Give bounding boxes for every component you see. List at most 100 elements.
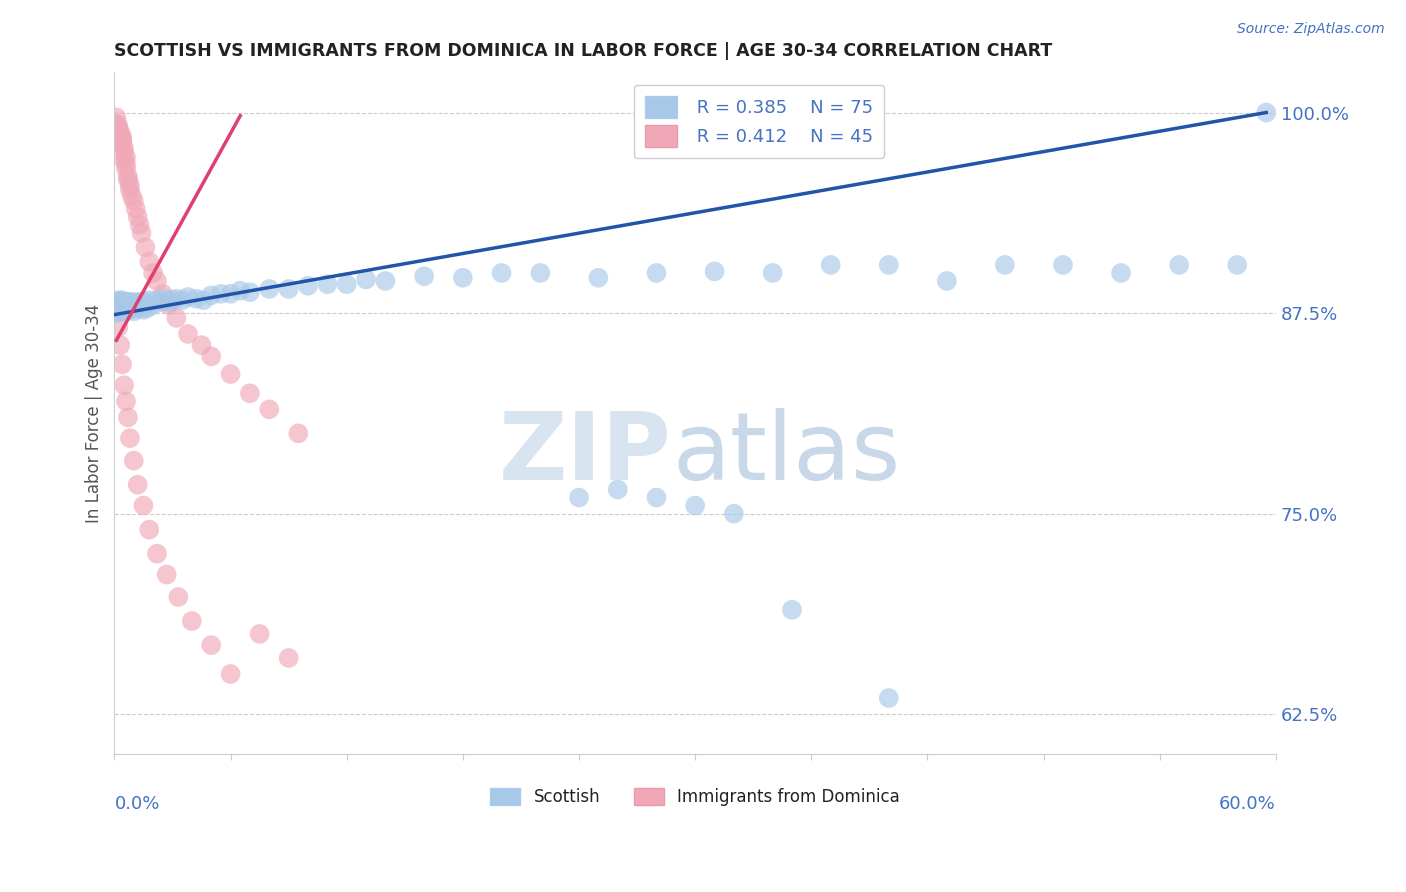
Point [336, 277, 359, 292]
Point [149, 294, 172, 309]
Point [111, 302, 134, 317]
Point [112, 145, 135, 160]
Text: ZIP: ZIP [499, 409, 672, 500]
Point [127, 210, 149, 224]
Point [157, 298, 180, 312]
Point [128, 301, 150, 316]
Point [122, 453, 145, 467]
Point [110, 133, 132, 147]
Point [115, 157, 138, 171]
Point [105, 301, 128, 316]
Point [153, 292, 176, 306]
Text: SCOTTISH VS IMMIGRANTS FROM DOMINICA IN LABOR FORCE | AGE 30-34 CORRELATION CHAR: SCOTTISH VS IMMIGRANTS FROM DOMINICA IN … [114, 42, 1053, 60]
Point [112, 153, 135, 168]
Point [110, 125, 132, 139]
Point [117, 410, 139, 425]
Point [413, 269, 436, 284]
Point [588, 270, 610, 285]
Point [107, 129, 129, 144]
Point [115, 300, 138, 314]
Point [200, 638, 222, 652]
Text: Source: ZipAtlas.com: Source: ZipAtlas.com [1237, 22, 1385, 37]
Point [142, 266, 165, 280]
Text: 0.0%: 0.0% [114, 795, 160, 814]
Point [117, 173, 139, 187]
Point [1052, 258, 1074, 272]
Point [138, 523, 160, 537]
Point [118, 302, 141, 317]
Point [219, 367, 242, 381]
Point [146, 547, 169, 561]
Point [994, 258, 1017, 272]
Point [110, 338, 132, 352]
Point [107, 293, 129, 308]
Point [354, 272, 377, 286]
Point [162, 293, 184, 308]
Point [877, 258, 900, 272]
Point [107, 302, 129, 317]
Point [152, 286, 174, 301]
Point [762, 266, 785, 280]
Point [177, 290, 200, 304]
Point [110, 129, 132, 144]
Text: atlas: atlas [672, 409, 900, 500]
Point [105, 300, 128, 314]
Point [121, 294, 143, 309]
Point [1168, 258, 1191, 272]
Point [105, 125, 128, 139]
Point [138, 254, 160, 268]
Point [112, 141, 135, 155]
Point [146, 293, 169, 308]
Point [110, 129, 132, 144]
Point [297, 278, 319, 293]
Point [1226, 258, 1249, 272]
Point [935, 274, 957, 288]
Point [491, 266, 513, 280]
Point [111, 135, 134, 149]
Point [105, 117, 128, 131]
Point [374, 274, 396, 288]
Point [1109, 266, 1132, 280]
Point [136, 301, 159, 316]
Point [121, 189, 143, 203]
Point [112, 378, 135, 392]
Point [107, 300, 129, 314]
Point [606, 483, 628, 497]
Point [118, 178, 141, 192]
Point [219, 667, 242, 681]
Point [877, 691, 900, 706]
Point [249, 627, 271, 641]
Point [110, 301, 132, 316]
Point [111, 137, 134, 152]
Point [219, 286, 242, 301]
Point [167, 590, 190, 604]
Point [193, 293, 215, 308]
Point [105, 294, 128, 309]
Point [157, 294, 180, 309]
Point [105, 111, 128, 125]
Point [122, 194, 145, 208]
Point [156, 567, 179, 582]
Point [180, 614, 202, 628]
Legend: Scottish, Immigrants from Dominica: Scottish, Immigrants from Dominica [482, 780, 908, 814]
Point [107, 306, 129, 320]
Point [105, 298, 128, 312]
Point [125, 202, 148, 216]
Point [259, 282, 281, 296]
Point [165, 310, 187, 325]
Point [259, 402, 281, 417]
Point [177, 326, 200, 341]
Point [107, 119, 129, 133]
Point [118, 431, 141, 445]
Point [165, 292, 187, 306]
Point [645, 491, 668, 505]
Point [190, 338, 212, 352]
Point [703, 264, 725, 278]
Point [117, 301, 139, 316]
Point [277, 282, 299, 296]
Point [131, 226, 153, 240]
Point [127, 477, 149, 491]
Point [110, 294, 132, 309]
Point [118, 300, 141, 314]
Point [568, 491, 591, 505]
